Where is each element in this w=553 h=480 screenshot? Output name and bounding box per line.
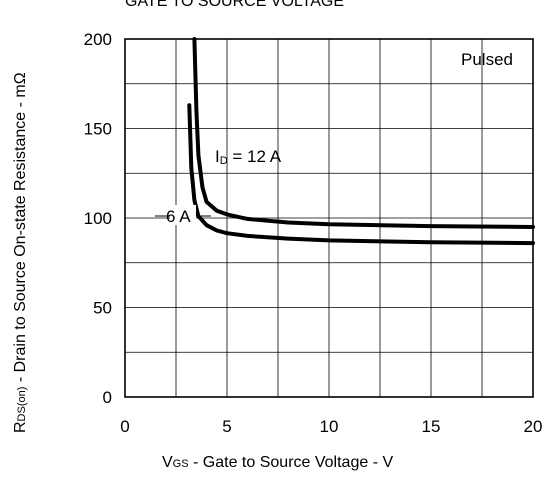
pulsed-label: Pulsed	[461, 50, 513, 69]
x-tick-label: 20	[524, 417, 543, 436]
chart-title: GATE TO SOURCE VOLTAGE	[125, 0, 344, 10]
y-tick-label: 100	[84, 209, 112, 228]
x-tick-label: 10	[320, 417, 339, 436]
x-tick-label: 5	[222, 417, 231, 436]
x-axis-label: VGS - Gate to Source Voltage - V	[162, 454, 393, 471]
y-tick-label: 150	[84, 120, 112, 139]
id-value: = 12 A	[228, 147, 282, 166]
x-tick-labels: 0 5 10 15 20	[120, 417, 542, 436]
id-subscript: D	[220, 155, 228, 167]
y-tick-label: 50	[93, 299, 112, 318]
series-line-2	[187, 103, 535, 246]
id-symbol: I	[215, 147, 220, 166]
plot-frame	[124, 38, 534, 398]
y-axis-symbol: R	[12, 421, 29, 433]
y-tick-label: 0	[103, 388, 112, 407]
x-axis-subscript: GS	[173, 458, 189, 470]
x-axis-symbol: V	[162, 454, 173, 471]
six-a-label-bg	[170, 205, 196, 225]
series-line-1	[192, 37, 535, 229]
x-tick-label: 15	[422, 417, 441, 436]
y-tick-labels: 0 50 100 150 200	[84, 30, 112, 407]
id-12a-label: ID = 12 A	[215, 147, 282, 167]
x-tick-label: 0	[120, 417, 129, 436]
x-axis-text: - Gate to Source Voltage - V	[189, 454, 394, 471]
y-axis-subscript: DS(on)	[16, 387, 28, 422]
six-a-label: 6 A	[166, 207, 191, 226]
series-layer	[187, 37, 535, 246]
y-tick-label: 200	[84, 30, 112, 49]
y-axis-text: - Drain to Source On-state Resistance - …	[12, 72, 29, 386]
y-axis-label: RDS(on) - Drain to Source On-state Resis…	[12, 72, 29, 433]
